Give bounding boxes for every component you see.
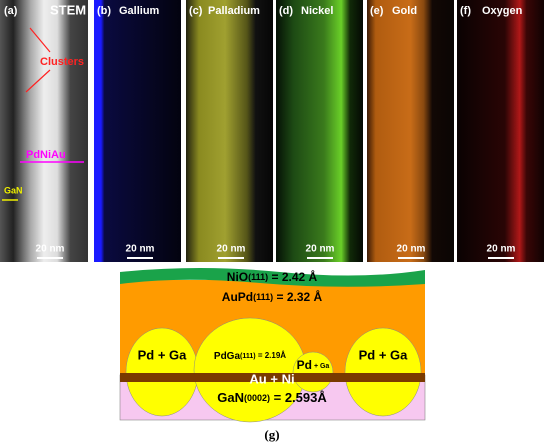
text: + Ga: [312, 363, 329, 370]
panel-label: (d): [279, 5, 293, 17]
clusters-label: Clusters: [40, 56, 84, 68]
auni-label: Au + Ni: [249, 371, 294, 386]
auni-layer: [120, 373, 425, 382]
text: Pd: [297, 358, 312, 372]
grain-label: PdGa(111) = 2.19Å: [214, 351, 286, 362]
pdga-grain: [193, 317, 307, 423]
text: GaN: [217, 390, 244, 405]
scale-label: 20 nm: [306, 244, 335, 255]
text: = 2.19Å: [256, 351, 287, 360]
nio-layer: [120, 268, 425, 287]
panels: (a) STEM (b) Gallium (c) Palladium (d) N…: [0, 0, 544, 262]
grain-label: Pd + Ga: [138, 347, 188, 362]
gold-map: [367, 0, 454, 262]
scale-label: 20 nm: [397, 244, 426, 255]
stem-image: [0, 0, 88, 262]
text: (0002): [244, 393, 270, 403]
text: NiO: [227, 270, 248, 284]
text: = 2.32 Å: [273, 289, 322, 304]
caption: (g): [264, 427, 279, 442]
panel-label: (a): [4, 5, 18, 17]
text: (111): [253, 292, 273, 302]
nickel-map: [276, 0, 363, 262]
schematic: NiO(111) = 2.42 Å AuPd(111) = 2.32 Å Pd …: [119, 268, 426, 442]
gan-layer-label: GaN(0002) = 2.593Å: [217, 390, 327, 405]
text: = 2.42 Å: [268, 269, 317, 284]
scale-label: 20 nm: [217, 244, 246, 255]
grain-label: Pd + Ga: [297, 358, 330, 372]
gallium-map: [94, 0, 181, 262]
aupd-label: AuPd(111) = 2.32 Å: [222, 289, 323, 304]
text: (111): [248, 272, 268, 282]
scale-label: 20 nm: [487, 244, 516, 255]
cluster-arrows: [25, 27, 51, 93]
pdga-grain: [125, 327, 199, 417]
nio-label: NiO(111) = 2.42 Å: [227, 269, 318, 284]
panel-label: (e): [370, 5, 384, 17]
oxygen-map: [457, 0, 544, 262]
scale-label: 20 nm: [126, 244, 155, 255]
text: AuPd: [222, 290, 253, 304]
pdniau-label: PdNiAu: [26, 149, 66, 161]
grain-label: Pd + Ga: [359, 347, 409, 362]
panel-label: (b): [97, 5, 111, 17]
text: = 2.593Å: [270, 390, 327, 405]
panel-title: Oxygen: [482, 5, 523, 17]
text: PdGa: [214, 351, 241, 362]
panel-title: Nickel: [301, 5, 333, 17]
palladium-map: [186, 0, 273, 262]
text: (111): [240, 353, 256, 360]
panel-title: Palladium: [208, 5, 260, 17]
pdga-grain: [344, 327, 422, 417]
panel-label: (c): [189, 5, 203, 17]
gan-label: GaN: [4, 185, 23, 195]
scale-label: 20 nm: [36, 244, 65, 255]
panel-label: (f): [460, 5, 471, 17]
panel-title: Gallium: [119, 5, 160, 17]
panel-title: Gold: [392, 5, 417, 17]
panel-title: STEM: [50, 2, 86, 17]
